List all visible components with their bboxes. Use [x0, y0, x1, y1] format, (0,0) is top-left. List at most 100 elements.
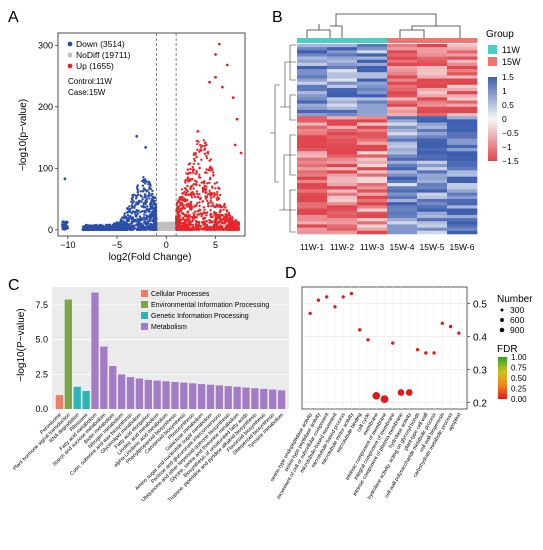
heatmap-cell — [327, 195, 358, 200]
heatmap-cell — [387, 103, 418, 108]
volcano-point-up — [235, 117, 239, 121]
heatmap-cell — [447, 84, 478, 89]
volcano-point-down — [139, 194, 142, 197]
volcano-point-down — [63, 177, 67, 181]
volcano-point-up — [213, 182, 217, 185]
volcano-point-down — [90, 228, 93, 231]
volcano-point-down — [128, 208, 132, 211]
heatmap-cell — [447, 100, 478, 104]
heatmap-cell — [327, 78, 358, 82]
kegg-y-tick-label: 0.0 — [35, 404, 48, 414]
heatmap-cell — [417, 189, 448, 193]
volcano-point-up — [201, 200, 204, 203]
volcano-point-up — [204, 141, 207, 144]
heatmap-cell — [297, 128, 328, 133]
volcano-point-up — [180, 196, 183, 199]
volcano-point-up — [185, 203, 188, 206]
group-legend-title: Group — [486, 29, 514, 40]
kegg-category-label: Plant hormone signal transduction — [12, 412, 72, 472]
volcano-point-down — [145, 197, 148, 201]
volcano-point-up — [208, 159, 211, 162]
volcano-point-nodiff — [167, 222, 170, 225]
heatmap-cell — [387, 62, 418, 67]
volcano-point-down — [136, 193, 140, 196]
volcano-point-up — [199, 143, 202, 147]
fdr-tick-label: 1.00 — [511, 353, 527, 362]
heatmap-cell — [447, 151, 478, 155]
volcano-point-down — [135, 215, 138, 218]
heatmap-cell — [297, 151, 328, 155]
heatmap-cell — [357, 62, 388, 67]
heatmap-cell — [417, 170, 448, 174]
heatmap-cell — [387, 81, 418, 86]
heatmap-cell — [357, 100, 388, 104]
heatmap-cell — [297, 218, 328, 222]
heatmap-cell — [387, 230, 418, 235]
volcano-point-down — [141, 190, 144, 193]
heatmap-cell — [327, 44, 358, 48]
heatmap-cell — [327, 113, 358, 117]
volcano-point-up — [184, 215, 187, 218]
heatmap-cells — [297, 44, 478, 235]
go-y-tick-label: 0.4 — [473, 332, 487, 343]
heatmap-cell — [327, 141, 358, 146]
volcano-point-up — [213, 213, 216, 216]
volcano-point-up — [193, 228, 196, 231]
volcano-point-up — [219, 224, 223, 228]
go-point — [358, 328, 362, 332]
volcano-point-down — [151, 219, 155, 223]
heatmap-cell — [417, 202, 448, 206]
heatmap-cell — [447, 205, 478, 209]
heatmap-cell — [327, 135, 358, 139]
volcano-point-up — [195, 227, 198, 231]
volcano-point-up — [203, 148, 206, 151]
go-point — [432, 351, 436, 355]
kegg-bars — [55, 292, 286, 410]
color-scale-tick-label: 0.5 — [502, 100, 514, 110]
kegg-bar — [269, 389, 277, 409]
go-point — [308, 311, 312, 316]
kegg-legend-label: Cellular Processes — [151, 291, 210, 298]
heatmap-cell — [327, 47, 358, 51]
volcano-point-down — [141, 205, 145, 208]
volcano-point-down — [149, 187, 152, 191]
color-scale-tick-label: −1.5 — [502, 156, 519, 166]
volcano-point-up — [206, 199, 209, 203]
heatmap-cell — [387, 173, 418, 177]
volcano-point-down — [96, 228, 99, 231]
heatmap-cell — [357, 91, 388, 95]
kegg-bar — [153, 380, 161, 409]
volcano-point-up — [186, 205, 189, 208]
heatmap-cell — [447, 97, 478, 101]
heatmap-cell — [327, 211, 358, 216]
heatmap-column-label: 11W-2 — [330, 242, 355, 252]
heatmap-cell — [357, 167, 388, 171]
volcano-point-up — [176, 206, 180, 210]
heatmap-cell — [387, 84, 418, 89]
heatmap-cell — [297, 183, 328, 187]
volcano-point-up — [228, 217, 232, 221]
heatmap-cell — [357, 205, 388, 209]
volcano-point-up — [193, 159, 196, 162]
volcano-point-up — [187, 180, 190, 183]
volcano-point-up — [188, 218, 191, 221]
kegg-bar — [197, 384, 206, 409]
heatmap-cell — [387, 151, 418, 155]
volcano-point-down — [152, 226, 155, 229]
heatmap-cell — [387, 144, 418, 149]
volcano-point-up — [200, 212, 203, 216]
volcano-point-down — [143, 210, 146, 214]
go-point — [457, 331, 461, 335]
heatmap-cell — [297, 72, 328, 76]
volcano-point-down — [142, 187, 146, 190]
color-scale-tick-label: 0 — [502, 114, 507, 124]
heatmap-cell — [297, 224, 328, 228]
volcano-point-up — [209, 215, 213, 218]
volcano-point-up — [191, 171, 195, 174]
volcano-point-down — [152, 201, 155, 204]
volcano-point-up — [230, 227, 233, 230]
volcano-point-up — [202, 227, 205, 230]
volcano-point-up — [209, 199, 212, 202]
volcano-point-up — [185, 224, 188, 228]
volcano-point-up — [237, 222, 240, 225]
